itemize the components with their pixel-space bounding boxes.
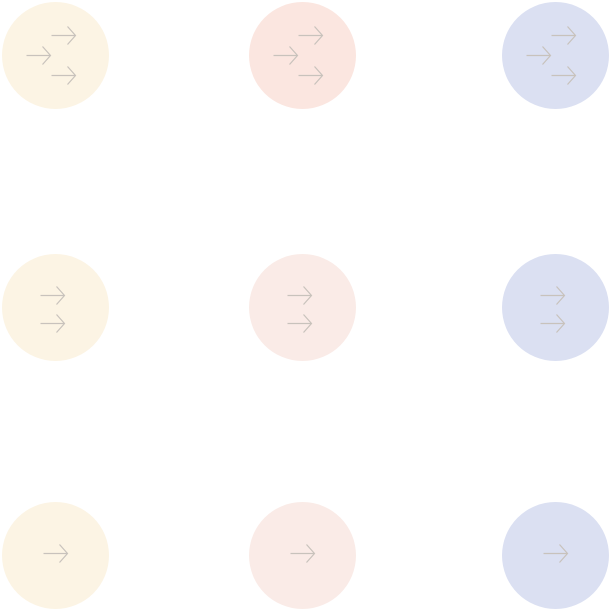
- arrow-right-icon: [43, 543, 68, 563]
- arrow-right-icon: [298, 65, 323, 85]
- arrow-right-icon: [540, 313, 565, 333]
- arrow-right-icon: [51, 65, 76, 85]
- blue-single-arrow-badge: [501, 501, 609, 609]
- yellow-single-arrow-badge: [1, 501, 109, 609]
- arrow-right-icon: [540, 285, 565, 305]
- arrow-right-icon: [26, 45, 51, 65]
- triple-arrow-icon: [26, 25, 76, 85]
- double-arrow-icon: [40, 285, 65, 333]
- pink-double-arrow-badge: [248, 253, 356, 361]
- double-arrow-icon: [540, 285, 565, 333]
- triple-arrow-icon: [273, 25, 323, 85]
- arrow-right-icon: [290, 543, 315, 563]
- yellow-triple-arrow-badge: [1, 1, 109, 109]
- arrow-right-icon: [287, 285, 312, 305]
- arrow-right-icon: [526, 45, 551, 65]
- arrow-right-icon: [551, 65, 576, 85]
- arrow-right-icon: [298, 25, 323, 45]
- arrow-right-icon: [43, 543, 68, 563]
- double-arrow-icon: [287, 285, 312, 333]
- pink-triple-arrow-badge: [248, 1, 356, 109]
- arrow-right-icon: [543, 543, 568, 563]
- arrow-right-icon: [51, 25, 76, 45]
- arrow-right-icon: [543, 543, 568, 563]
- arrow-right-icon: [290, 543, 315, 563]
- pink-single-arrow-badge: [248, 501, 356, 609]
- yellow-double-arrow-badge: [1, 253, 109, 361]
- blue-double-arrow-badge: [501, 253, 609, 361]
- arrow-right-icon: [40, 313, 65, 333]
- arrow-right-icon: [551, 25, 576, 45]
- arrow-right-icon: [40, 285, 65, 305]
- arrow-right-icon: [287, 313, 312, 333]
- arrow-right-icon: [273, 45, 298, 65]
- triple-arrow-icon: [526, 25, 576, 85]
- blue-triple-arrow-badge: [501, 1, 609, 109]
